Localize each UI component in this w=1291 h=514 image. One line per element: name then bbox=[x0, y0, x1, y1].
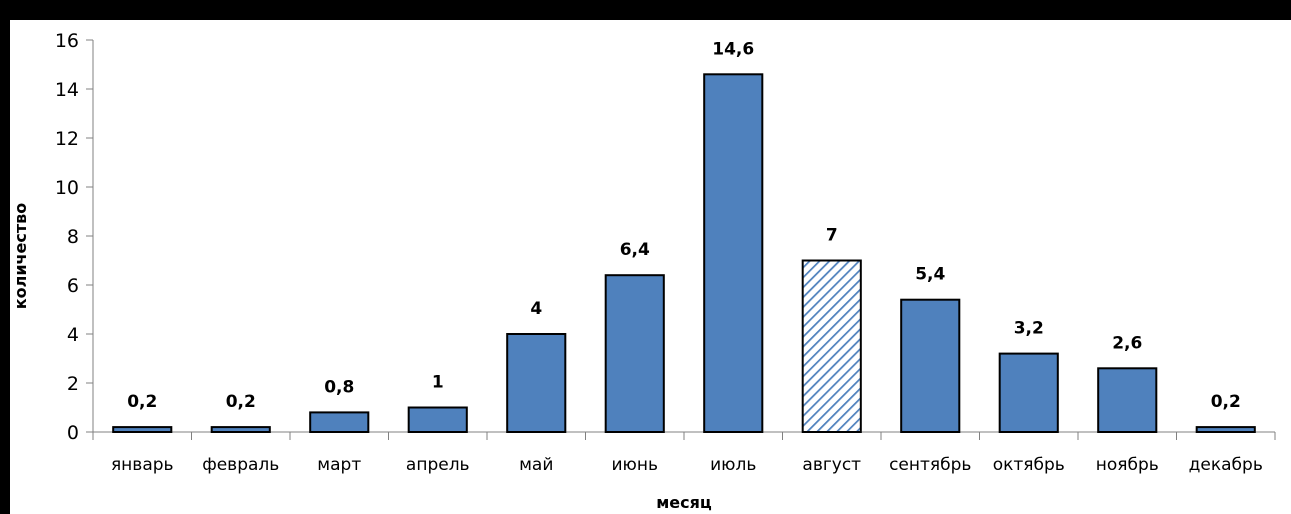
x-tick-label: июль bbox=[710, 455, 756, 475]
bar bbox=[309, 411, 370, 433]
bar bbox=[801, 259, 862, 433]
data-label: 4 bbox=[530, 299, 542, 319]
x-tick-label: январь bbox=[111, 455, 174, 475]
x-axis: январь февраль март апрель май июнь июль август… bbox=[92, 431, 1276, 475]
bar bbox=[112, 426, 173, 434]
bar bbox=[900, 298, 961, 434]
data-label: 0,2 bbox=[127, 392, 157, 412]
y-axis: 0 2 4 6 8 10 12 14 16 bbox=[55, 30, 94, 444]
data-label: 5,4 bbox=[915, 265, 945, 285]
bar bbox=[407, 406, 468, 433]
data-label: 0,8 bbox=[324, 377, 354, 397]
bar bbox=[506, 333, 567, 433]
bar bbox=[998, 352, 1059, 434]
x-tick-label: сентябрь bbox=[889, 455, 971, 475]
data-label: 0,2 bbox=[226, 392, 256, 412]
x-tick-label: июнь bbox=[612, 455, 659, 475]
data-labels: 0,2 0,2 0,8 1 4 6,4 14,6 7 5,4 3,2 2,6 0,2 bbox=[127, 39, 1241, 412]
bar bbox=[210, 426, 271, 434]
x-tick-label: февраль bbox=[202, 455, 279, 475]
y-tick-label: 8 bbox=[67, 226, 79, 248]
bar bbox=[703, 73, 764, 434]
y-tick-label: 10 bbox=[55, 177, 79, 199]
x-tick-label: апрель bbox=[406, 455, 470, 475]
data-label: 0,2 bbox=[1211, 392, 1241, 412]
x-axis-title: месяц bbox=[656, 493, 712, 512]
y-tick-label: 4 bbox=[67, 324, 79, 346]
x-tick-label: март bbox=[317, 455, 361, 475]
y-tick-label: 12 bbox=[55, 128, 79, 150]
y-tick-label: 6 bbox=[67, 275, 79, 297]
bar bbox=[604, 274, 665, 433]
x-tick-label: ноябрь bbox=[1096, 455, 1159, 475]
data-label: 2,6 bbox=[1112, 333, 1142, 353]
bars bbox=[112, 73, 1256, 434]
y-axis-title: количество bbox=[11, 203, 30, 310]
data-label: 6,4 bbox=[620, 240, 650, 260]
chart-frame: 0 2 4 6 8 10 12 14 16 январь февраль март апрель май… bbox=[10, 20, 1291, 514]
y-tick-label: 16 bbox=[55, 30, 79, 52]
x-tick-label: декабрь bbox=[1189, 455, 1263, 475]
x-tick-label: май bbox=[519, 455, 553, 475]
data-label: 1 bbox=[432, 373, 444, 393]
y-tick-label: 0 bbox=[67, 422, 79, 444]
y-tick-label: 2 bbox=[67, 373, 79, 395]
data-label: 14,6 bbox=[712, 39, 754, 59]
x-tick-label: октябрь bbox=[993, 455, 1065, 475]
y-tick-label: 14 bbox=[55, 79, 79, 101]
data-label: 3,2 bbox=[1014, 319, 1044, 339]
data-label: 7 bbox=[826, 226, 838, 246]
x-tick-label: август bbox=[802, 455, 861, 475]
bar bbox=[1195, 426, 1256, 434]
bar bbox=[1097, 367, 1158, 433]
